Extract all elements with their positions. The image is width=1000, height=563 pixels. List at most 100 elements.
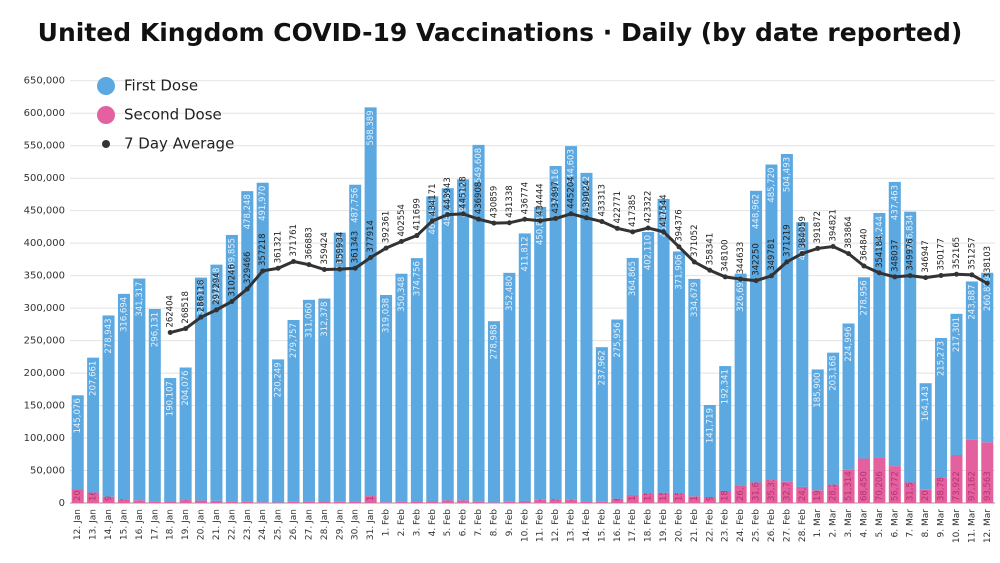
bar-segment (688, 278, 701, 497)
bar-segment (487, 321, 500, 503)
average-point (183, 326, 189, 332)
y-tick-label: 450,000 (24, 206, 65, 217)
bar-segment (750, 482, 763, 503)
bar-segment (965, 281, 978, 440)
value-label: 278,956 (859, 280, 869, 315)
bar-segment (272, 359, 285, 503)
value-label: 402,110 (644, 235, 654, 270)
x-tick-label: 23. Jan (243, 509, 253, 540)
y-tick-label: 300,000 (24, 303, 65, 314)
x-tick-label: 4. Mar (859, 509, 869, 538)
bar-segment (935, 477, 948, 503)
value-label: 26,317 (736, 471, 746, 501)
x-tick-label: 2. Feb (397, 509, 407, 537)
bar-segment (318, 298, 331, 502)
average-label: 364840 (859, 229, 869, 261)
x-tick-label: 18. Jan (166, 509, 176, 540)
y-tick-label: 350,000 (24, 271, 65, 282)
x-tick-label: 4. Feb (428, 509, 438, 537)
value-label: 409,855 (227, 238, 237, 273)
average-label: 394376 (674, 209, 684, 241)
bar-segment (734, 273, 747, 486)
value-label: 326,692 (736, 277, 746, 312)
x-tick-label: 19. Feb (659, 509, 669, 542)
average-point (213, 307, 219, 313)
average-point (953, 271, 959, 277)
average-point (645, 225, 651, 231)
average-point (352, 265, 358, 271)
value-label: 363,508 (212, 268, 222, 303)
bar-segment (642, 493, 655, 503)
y-tick-label: 50,000 (30, 466, 65, 477)
bar-segment (518, 500, 531, 503)
x-tick-label: 10. Mar (952, 509, 962, 543)
x-tick-label: 20. Jan (197, 509, 207, 540)
bar-segment (827, 352, 840, 485)
average-point (167, 330, 173, 336)
bar-segment (441, 500, 454, 503)
value-label: 260,809 (983, 276, 993, 311)
average-point (198, 314, 204, 320)
average-label: 417385 (628, 194, 638, 226)
bar-segment (503, 501, 516, 503)
average-label: 268518 (181, 291, 191, 323)
value-label: 376,244 (875, 216, 885, 251)
average-label: 349781 (767, 238, 777, 270)
x-tick-label: 21. Feb (690, 509, 700, 542)
value-label: 217,301 (952, 317, 962, 352)
bar-segment (441, 188, 454, 501)
y-tick-label: 250,000 (24, 336, 65, 347)
average-label: 402554 (397, 204, 407, 236)
x-tick-label: 28. Jan (320, 509, 330, 540)
value-label: 215,273 (937, 341, 947, 376)
x-tick-label: 28. Feb (798, 509, 808, 542)
average-point (907, 273, 913, 279)
average-point (861, 263, 867, 269)
bar-segment (426, 501, 439, 503)
legend-marker (102, 140, 110, 148)
bar-segment (935, 337, 948, 478)
bar-segment (950, 454, 963, 503)
average-label: 329466 (243, 252, 253, 284)
value-label: 203,168 (829, 356, 839, 391)
average-point (553, 216, 559, 222)
bar-segment (842, 323, 855, 470)
average-label: 383864 (844, 216, 854, 248)
x-tick-label: 19. Jan (181, 509, 191, 540)
bar-segment (148, 501, 161, 503)
x-tick-label: 16. Feb (613, 509, 623, 542)
bar-segment (580, 172, 593, 502)
y-tick-label: 550,000 (24, 141, 65, 152)
x-tick-label: 29. Jan (335, 509, 345, 540)
average-point (614, 225, 620, 231)
average-label: 286118 (197, 280, 207, 312)
x-tick-label: 15. Jan (119, 509, 129, 540)
value-label: 549,608 (474, 148, 484, 183)
value-label: 31,562 (906, 471, 916, 501)
y-tick-label: 650,000 (24, 76, 65, 87)
bar-segment (210, 264, 223, 501)
average-label: 338103 (983, 246, 993, 278)
average-label: 443943 (443, 177, 453, 209)
average-point (799, 251, 805, 257)
x-tick-label: 11. Feb (536, 509, 546, 542)
average-point (707, 267, 713, 273)
average-point (337, 266, 343, 272)
bar-segment (580, 501, 593, 503)
x-tick-label: 8. Feb (489, 509, 499, 537)
value-label: 513,116 (551, 169, 561, 204)
value-label: 371,906 (674, 254, 684, 289)
x-tick-label: 13. Jan (89, 509, 99, 540)
bar-segment (595, 347, 608, 502)
x-tick-label: 17. Jan (150, 509, 160, 540)
bar-segment (626, 494, 639, 503)
bar-segment (765, 480, 778, 503)
bar-segment (87, 357, 100, 493)
value-label: 452,454 (659, 202, 669, 237)
value-label: 278,943 (104, 318, 114, 353)
value-label: 416,834 (906, 215, 916, 250)
average-point (506, 220, 512, 226)
average-label: 439024 (582, 180, 592, 212)
average-label: 430859 (489, 186, 499, 218)
